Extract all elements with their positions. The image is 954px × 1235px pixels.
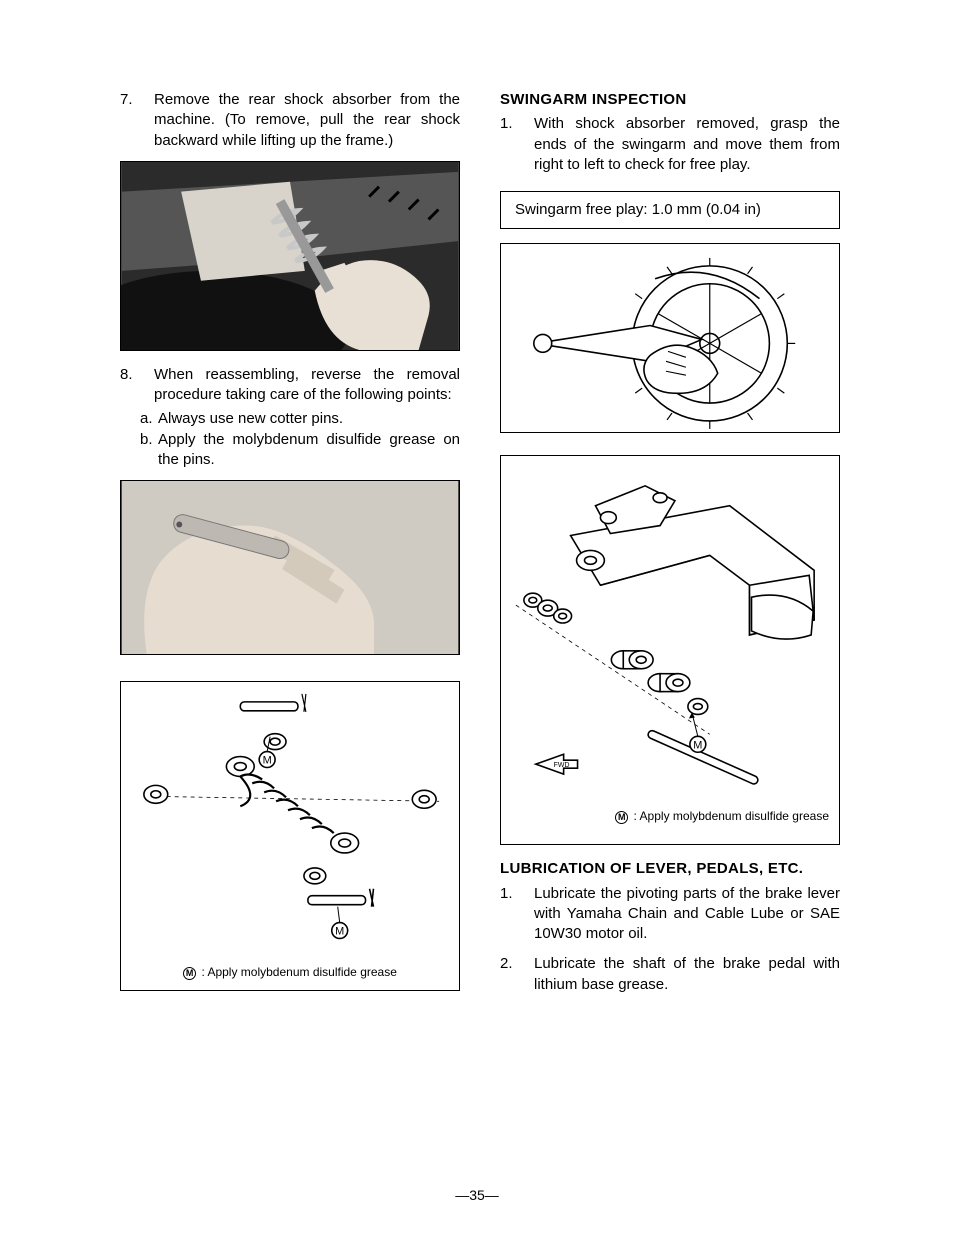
substep-a: a. Always use new cotter pins. [140, 409, 460, 429]
step-text: Lubricate the pivoting parts of the brak… [534, 885, 840, 943]
step-number: 1. [500, 884, 528, 904]
step-text: When reassembling, reverse the removal p… [154, 366, 460, 403]
page-number: —35— [0, 1186, 954, 1205]
step-7: 7. Remove the rear shock absorber from t… [120, 90, 460, 151]
swingarm-exploded-diagram: FWD M M : Apply molybdenum disulfide gre… [500, 455, 840, 845]
spec-text: Swingarm free play: 1.0 mm (0.04 in) [515, 201, 761, 218]
left-column: 7. Remove the rear shock absorber from t… [120, 90, 460, 1005]
swingarm-grasp-diagram [500, 243, 840, 433]
step-number: 7. [120, 90, 148, 110]
step-8: 8. When reassembling, reverse the remova… [120, 365, 460, 470]
svg-text:M: M [263, 755, 272, 767]
substep-text: Apply the molybdenum disulfide grease on… [158, 431, 460, 468]
caption-text: : Apply molybdenum disulfide grease [201, 965, 396, 979]
diagram-caption: M : Apply molybdenum disulfide grease [121, 960, 459, 986]
shock-exploded-diagram: M M M : Apply molybdenum disulfide greas… [120, 681, 460, 991]
cotter-pin-photo [120, 480, 460, 655]
lube-step-2: 2. Lubricate the shaft of the brake peda… [500, 954, 840, 995]
diagram-caption: M : Apply molybdenum disulfide grease [501, 804, 839, 830]
step-number: 8. [120, 365, 148, 385]
lube-step-1: 1. Lubricate the pivoting parts of the b… [500, 884, 840, 945]
swingarm-step-1: 1. With shock absorber removed, grasp th… [500, 114, 840, 175]
svg-text:FWD: FWD [554, 762, 570, 769]
substep-letter: a. [140, 409, 153, 429]
svg-text:M: M [693, 740, 702, 752]
m-symbol-icon: M [615, 811, 628, 824]
step-number: 2. [500, 954, 528, 974]
spec-box: Swingarm free play: 1.0 mm (0.04 in) [500, 191, 840, 229]
right-column: SWINGARM INSPECTION 1. With shock absorb… [500, 90, 840, 1005]
swingarm-section-title: SWINGARM INSPECTION [500, 90, 840, 110]
substep-letter: b. [140, 430, 153, 450]
step-text: Lubricate the shaft of the brake pedal w… [534, 955, 840, 992]
caption-text: : Apply molybdenum disulfide grease [634, 809, 829, 823]
substep-b: b. Apply the molybdenum disulfide grease… [140, 430, 460, 471]
step-text: Remove the rear shock absorber from the … [154, 91, 460, 149]
substep-text: Always use new cotter pins. [158, 410, 343, 427]
svg-text:M: M [335, 925, 344, 937]
step-number: 1. [500, 114, 528, 134]
step-text: With shock absorber removed, grasp the e… [534, 115, 840, 173]
m-symbol-icon: M [183, 967, 196, 980]
lubrication-section-title: LUBRICATION OF LEVER, PEDALS, ETC. [500, 859, 840, 879]
shock-removal-photo [120, 161, 460, 351]
